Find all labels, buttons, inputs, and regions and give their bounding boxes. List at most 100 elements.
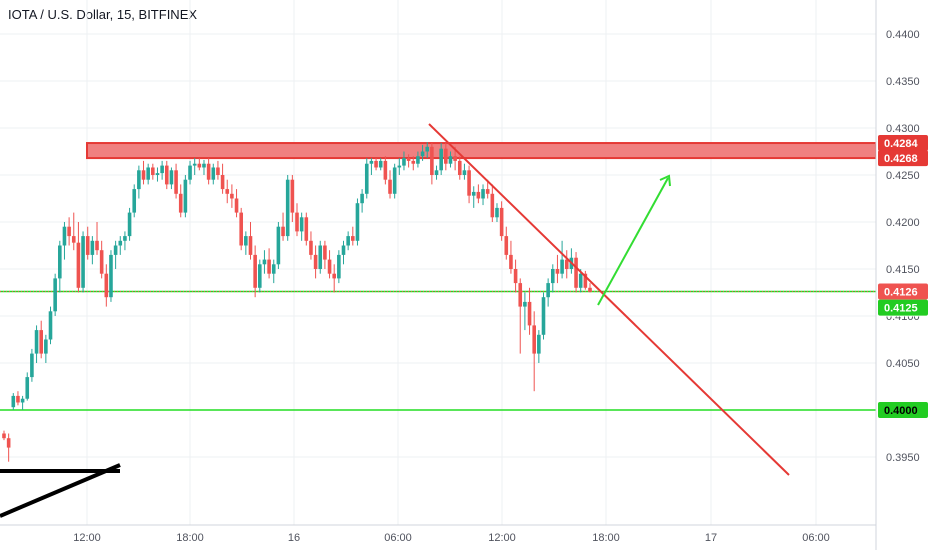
y-tick-label: 0.4300 xyxy=(886,123,920,135)
candle-body xyxy=(192,163,197,166)
candle-body xyxy=(113,245,118,255)
candle-body xyxy=(267,259,271,274)
candle-body xyxy=(160,165,164,174)
candle-body xyxy=(318,245,323,269)
candle-body xyxy=(174,170,178,194)
candle-body xyxy=(499,207,504,237)
candle-body xyxy=(355,203,360,241)
candle-body xyxy=(397,165,402,168)
candle-body xyxy=(234,198,239,213)
x-tick-label: 16 xyxy=(288,532,300,544)
candle-body xyxy=(309,240,313,255)
black-trendline xyxy=(0,463,121,518)
candle-body xyxy=(67,226,71,237)
candle-body xyxy=(402,158,406,166)
candle-body xyxy=(411,160,416,164)
candle-body xyxy=(16,395,20,403)
candle-body xyxy=(44,339,48,354)
candle-body xyxy=(467,170,471,196)
candle-body xyxy=(109,254,113,298)
candle-body xyxy=(323,245,327,260)
candle-body xyxy=(416,156,420,164)
candle-body xyxy=(141,170,146,180)
candle-body xyxy=(527,301,532,326)
candle-body xyxy=(383,160,388,180)
x-tick-label: 17 xyxy=(705,532,717,544)
candle-body xyxy=(537,334,541,354)
candle-body xyxy=(188,165,192,180)
candle-body xyxy=(53,278,57,312)
candle-body xyxy=(95,240,99,251)
support-upper-label-bg xyxy=(878,299,928,316)
candle-body xyxy=(444,148,448,164)
candle-body xyxy=(230,193,234,199)
candle-body xyxy=(420,151,425,157)
x-tick-label: 06:00 xyxy=(384,532,412,544)
candle-body xyxy=(146,167,150,180)
candle-body xyxy=(378,160,383,168)
price-axis xyxy=(876,0,932,550)
candle-body xyxy=(11,395,16,408)
candle-body xyxy=(388,179,392,194)
x-tick-label: 06:00 xyxy=(802,532,830,544)
candle-body xyxy=(509,254,513,269)
candle-body xyxy=(206,163,211,180)
candle-body xyxy=(364,163,369,194)
candle-body xyxy=(546,283,550,298)
candle-body xyxy=(20,398,25,403)
candle-body xyxy=(211,167,216,180)
candle-body xyxy=(81,236,85,288)
zone-top-label-bg xyxy=(878,135,928,152)
candle-body xyxy=(137,170,141,190)
y-tick-label: 0.4400 xyxy=(886,29,920,41)
zone-bottom-label-bg xyxy=(878,150,928,167)
candle-body xyxy=(550,269,555,284)
y-tick-label: 0.4250 xyxy=(886,170,920,182)
candle-body xyxy=(430,146,434,175)
x-tick-label: 12:00 xyxy=(488,532,516,544)
candle-body xyxy=(574,257,578,288)
candle-body xyxy=(202,163,206,168)
x-tick-label: 12:00 xyxy=(73,532,101,544)
candle-body xyxy=(2,433,6,439)
candle-body xyxy=(457,160,462,175)
candle-body xyxy=(406,158,411,161)
candle-body xyxy=(295,212,299,232)
x-tick-label: 18:00 xyxy=(176,532,204,544)
candle-body xyxy=(285,179,290,237)
candle-body xyxy=(76,242,81,288)
zone-top-label: 0.4284 xyxy=(884,138,919,150)
y-tick-label: 0.4150 xyxy=(886,264,920,276)
candle-body xyxy=(155,173,160,175)
candle-body xyxy=(299,217,304,232)
projection-arrow xyxy=(597,177,669,306)
candle-body xyxy=(151,167,155,175)
x-tick-label: 18:00 xyxy=(592,532,620,544)
candle-body xyxy=(341,245,346,255)
candle-body xyxy=(197,163,202,168)
y-tick-label: 0.4050 xyxy=(886,358,920,370)
candle-body xyxy=(523,301,527,307)
candle-body xyxy=(532,325,536,354)
candle-body xyxy=(560,259,564,274)
candle-body xyxy=(132,189,137,213)
zone-bottom-label: 0.4268 xyxy=(884,153,918,165)
support-lower-label: 0.4000 xyxy=(884,405,918,417)
candle-body xyxy=(281,226,285,237)
candle-body xyxy=(257,264,262,288)
candle-body xyxy=(85,236,90,255)
candle-body xyxy=(425,146,430,152)
candle-body xyxy=(513,269,518,284)
candle-body xyxy=(58,245,62,279)
candle-body xyxy=(225,189,230,194)
candle-body xyxy=(220,175,225,190)
candle-body xyxy=(104,273,109,298)
candle-body xyxy=(25,377,30,399)
candle-body xyxy=(30,353,34,378)
candle-body xyxy=(271,264,276,274)
arrow-head xyxy=(659,174,671,187)
candle-body xyxy=(164,165,169,185)
candle-body xyxy=(276,226,281,265)
candle-body xyxy=(71,236,76,243)
